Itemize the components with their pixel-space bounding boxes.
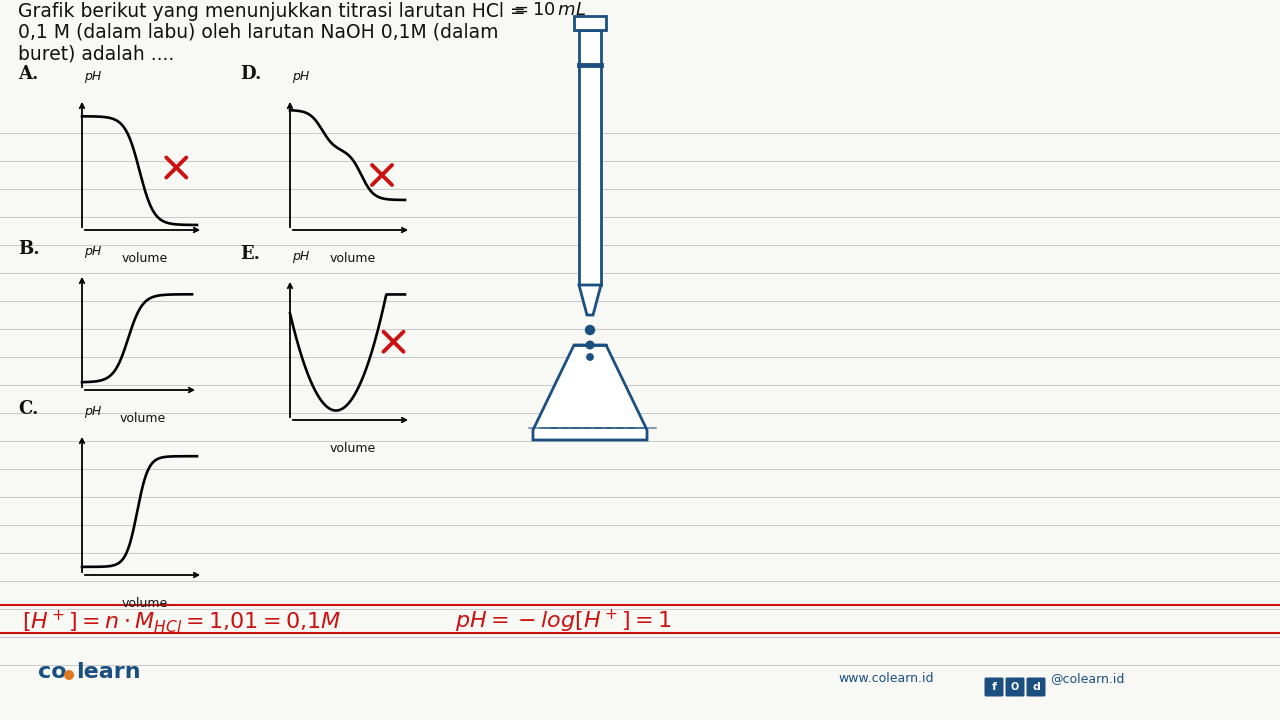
Text: Grafik berikut yang menunjukkan titrasi larutan HCl =: Grafik berikut yang menunjukkan titrasi … bbox=[18, 2, 531, 21]
Text: $= \mathit{10\,mL}$: $= \mathit{10\,mL}$ bbox=[509, 1, 586, 19]
Text: f: f bbox=[992, 682, 997, 692]
Text: D.: D. bbox=[241, 65, 261, 83]
Text: volume: volume bbox=[330, 442, 376, 455]
Circle shape bbox=[586, 341, 594, 348]
Text: @colearn.id: @colearn.id bbox=[1050, 672, 1124, 685]
Text: $pH = -log[H^+] = 1$: $pH = -log[H^+] = 1$ bbox=[454, 608, 671, 635]
Bar bbox=[573, 16, 605, 30]
Circle shape bbox=[64, 670, 74, 680]
Text: buret) adalah ....: buret) adalah .... bbox=[18, 44, 174, 63]
Text: pH: pH bbox=[84, 405, 101, 418]
Text: 0,1 M (dalam labu) oleh larutan NaOH 0,1M (dalam: 0,1 M (dalam labu) oleh larutan NaOH 0,1… bbox=[18, 23, 498, 42]
FancyBboxPatch shape bbox=[1006, 678, 1024, 696]
Text: pH: pH bbox=[292, 70, 310, 83]
Text: B.: B. bbox=[18, 240, 40, 258]
Text: volume: volume bbox=[122, 252, 169, 265]
Text: pH: pH bbox=[84, 70, 101, 83]
Polygon shape bbox=[532, 345, 646, 440]
Text: pH: pH bbox=[292, 250, 310, 263]
Text: co: co bbox=[38, 662, 67, 682]
Text: $[H^+] = n \cdot M_{HCl} = 1{,}01 = 0{,}1M$: $[H^+] = n \cdot M_{HCl} = 1{,}01 = 0{,}… bbox=[22, 608, 342, 635]
Circle shape bbox=[585, 325, 594, 335]
Text: O: O bbox=[1011, 682, 1019, 692]
Text: volume: volume bbox=[122, 597, 169, 610]
Polygon shape bbox=[579, 285, 602, 315]
Text: A.: A. bbox=[18, 65, 38, 83]
FancyBboxPatch shape bbox=[1027, 678, 1046, 696]
Circle shape bbox=[586, 354, 593, 360]
Text: www.colearn.id: www.colearn.id bbox=[838, 672, 933, 685]
Text: pH: pH bbox=[84, 245, 101, 258]
Text: learn: learn bbox=[76, 662, 141, 682]
Text: volume: volume bbox=[119, 412, 165, 425]
Bar bbox=[579, 30, 602, 285]
Text: C.: C. bbox=[18, 400, 38, 418]
FancyBboxPatch shape bbox=[984, 678, 1004, 696]
Text: E.: E. bbox=[241, 245, 260, 263]
Text: d: d bbox=[1032, 682, 1039, 692]
Text: volume: volume bbox=[330, 252, 376, 265]
